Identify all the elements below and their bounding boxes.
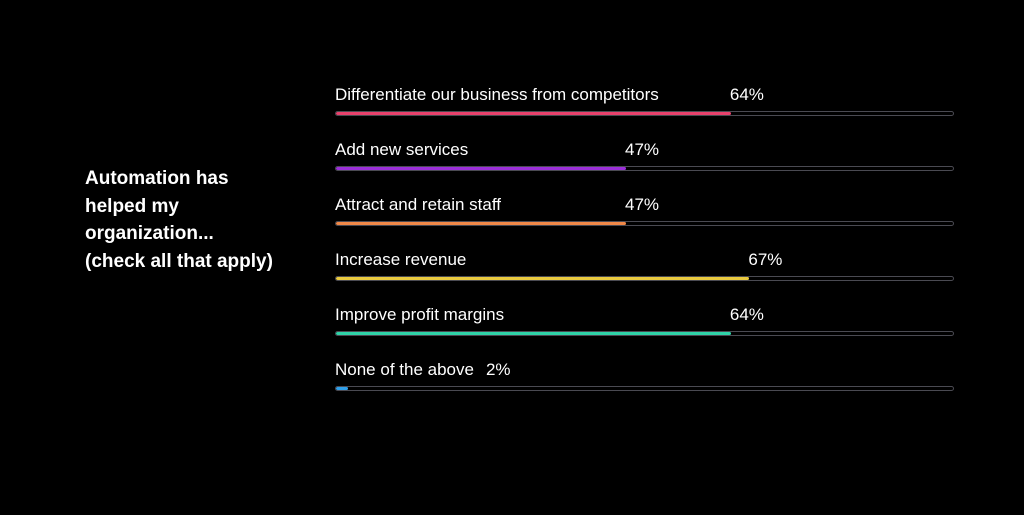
chart-row: Differentiate our business from competit… [335,85,954,116]
bar-label: Add new services [335,140,468,160]
title-line: (check all that apply) [85,251,273,272]
title-line: organization... [85,223,214,244]
bar-value: 47% [625,195,659,215]
bar-fill [336,112,731,115]
chart-row: None of the above 2% [335,360,954,391]
row-header: Differentiate our business from competit… [335,85,954,105]
title-line: Automation has [85,168,229,189]
chart-row: Attract and retain staff 47% [335,195,954,226]
chart-title: Automation has helped my organization...… [85,165,273,275]
chart-row: Add new services 47% [335,140,954,171]
bar-label: None of the above [335,360,474,380]
bar-value: 67% [748,250,782,270]
bar-track [335,331,954,336]
title-line: helped my [85,196,179,217]
chart-row: Increase revenue 67% [335,250,954,281]
row-header: Increase revenue 67% [335,250,954,270]
bar-label: Differentiate our business from competit… [335,85,659,105]
row-header: Attract and retain staff 47% [335,195,954,215]
bar-value: 2% [486,360,511,380]
bar-track [335,221,954,226]
bar-fill [336,222,626,225]
row-header: None of the above 2% [335,360,954,380]
title-panel: Automation has helped my organization...… [85,85,295,455]
chart-container: Automation has helped my organization...… [0,0,1024,515]
bar-fill [336,332,731,335]
bar-value: 64% [730,85,764,105]
bar-label: Improve profit margins [335,305,504,325]
bar-track [335,386,954,391]
bar-fill [336,387,348,390]
chart-row: Improve profit margins 64% [335,305,954,336]
bar-track [335,111,954,116]
bar-value: 64% [730,305,764,325]
row-header: Add new services 47% [335,140,954,160]
row-header: Improve profit margins 64% [335,305,954,325]
bar-value: 47% [625,140,659,160]
bar-label: Attract and retain staff [335,195,501,215]
bar-fill [336,277,749,280]
bar-track [335,276,954,281]
bar-label: Increase revenue [335,250,466,270]
bar-fill [336,167,626,170]
chart-bars: Differentiate our business from competit… [335,85,954,455]
bar-track [335,166,954,171]
